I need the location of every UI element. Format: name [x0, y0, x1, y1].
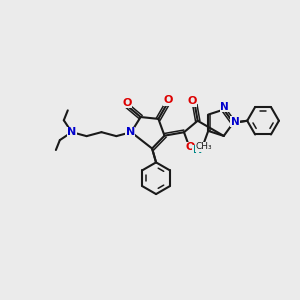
Text: O: O: [164, 95, 173, 106]
Text: N: N: [67, 127, 76, 137]
Text: N: N: [126, 127, 135, 137]
Text: H: H: [193, 145, 202, 155]
Text: CH₃: CH₃: [195, 142, 212, 152]
Text: N: N: [220, 102, 229, 112]
Text: N: N: [231, 117, 240, 127]
Text: O: O: [187, 96, 196, 106]
Text: O: O: [185, 142, 194, 152]
Text: O: O: [122, 98, 132, 108]
